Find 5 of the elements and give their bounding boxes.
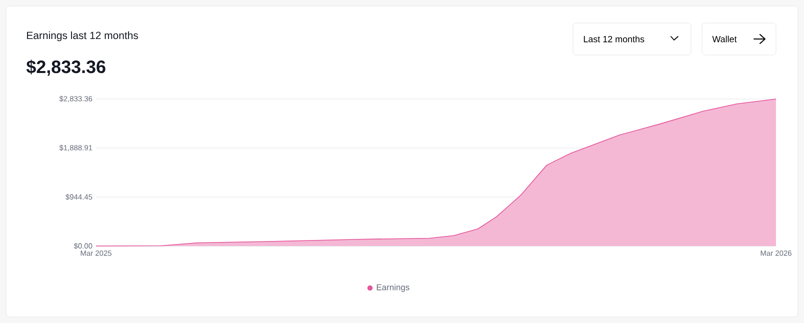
- text: Last 12 months: [584, 36, 644, 42]
- legend-label: Earnings: [376, 284, 410, 292]
- text: Wallet: [712, 36, 737, 42]
- chart-title: Earnings last 12 months: [27, 31, 138, 42]
- chart-subtitle: $2,833.36: [26, 60, 106, 76]
